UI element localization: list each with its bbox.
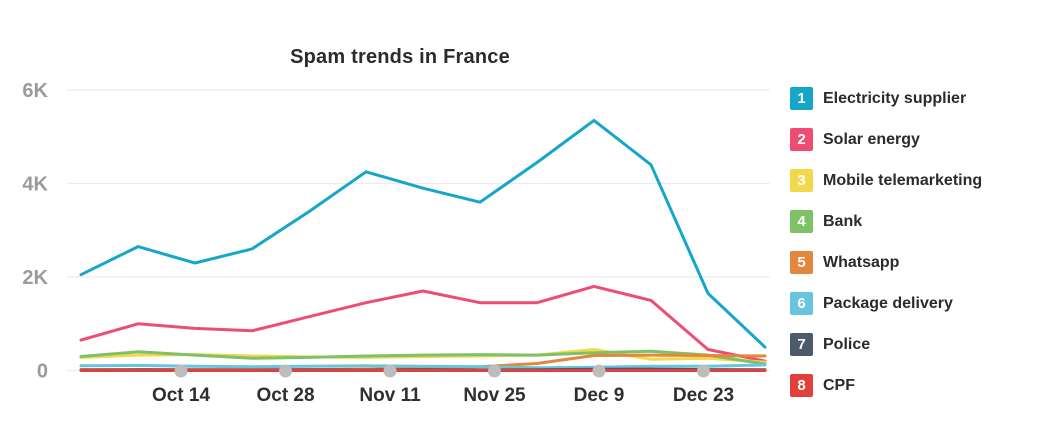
legend-item-electricity-supplier: 1 Electricity supplier bbox=[790, 87, 982, 110]
legend-swatch-2: 2 bbox=[790, 128, 813, 151]
y-axis-label-6K: 6K bbox=[22, 80, 48, 102]
legend-item-package-delivery: 6 Package delivery bbox=[790, 292, 982, 315]
x-tick-dot-oct-14 bbox=[174, 364, 188, 378]
legend-item-police: 7 Police bbox=[790, 333, 982, 356]
legend-label: CPF bbox=[823, 376, 855, 394]
x-tick-dot-dec-9 bbox=[592, 364, 606, 378]
legend-swatch-8: 8 bbox=[790, 374, 813, 397]
legend-item-solar-energy: 2 Solar energy bbox=[790, 128, 982, 151]
x-tick-dot-nov-25 bbox=[487, 364, 501, 378]
legend-label: Bank bbox=[823, 212, 863, 230]
x-tick-dot-dec-23 bbox=[697, 364, 711, 378]
x-tick-dot-oct-28 bbox=[279, 364, 293, 378]
chart-title: Spam trends in France bbox=[290, 46, 510, 68]
legend-label: Electricity supplier bbox=[823, 89, 967, 107]
legend-swatch-1: 1 bbox=[790, 87, 813, 110]
y-axis-label-0: 0 bbox=[37, 361, 48, 383]
series-line-electricity-supplier bbox=[79, 118, 767, 349]
x-axis-label-nov-11: Nov 11 bbox=[359, 385, 421, 406]
x-axis-label-dec-23: Dec 23 bbox=[673, 385, 734, 406]
x-axis-label-oct-14: Oct 14 bbox=[152, 385, 211, 406]
legend-item-bank: 4 Bank bbox=[790, 210, 982, 233]
series-line-package-delivery bbox=[79, 363, 767, 370]
legend-swatch-5: 5 bbox=[790, 251, 813, 274]
chart-legend: 1 Electricity supplier 2 Solar energy 3 Mobil… bbox=[790, 87, 982, 415]
legend-label: Whatsapp bbox=[823, 253, 900, 271]
y-axis-label-4K: 4K bbox=[22, 174, 48, 196]
legend-item-whatsapp: 5 Whatsapp bbox=[790, 251, 982, 274]
legend-item-mobile-telemarketing: 3 Mobile telemarketing bbox=[790, 169, 982, 192]
x-axis-label-oct-28: Oct 28 bbox=[256, 385, 314, 406]
legend-label: Police bbox=[823, 335, 871, 353]
x-tick-dot-nov-11 bbox=[383, 364, 397, 378]
legend-label: Mobile telemarketing bbox=[823, 171, 983, 189]
legend-label: Solar energy bbox=[823, 130, 920, 148]
series-line-solar-energy bbox=[79, 284, 767, 363]
series-line-bank bbox=[79, 349, 767, 366]
legend-item-cpf: 8 CPF bbox=[790, 374, 982, 397]
y-axis-label-2K: 2K bbox=[22, 267, 48, 289]
x-axis-label-dec-9: Dec 9 bbox=[574, 385, 625, 406]
legend-swatch-4: 4 bbox=[790, 210, 813, 233]
x-axis-label-nov-25: Nov 25 bbox=[463, 385, 526, 406]
legend-swatch-6: 6 bbox=[790, 292, 813, 315]
legend-swatch-3: 3 bbox=[790, 169, 813, 192]
legend-swatch-7: 7 bbox=[790, 333, 813, 356]
legend-label: Package delivery bbox=[823, 294, 953, 312]
